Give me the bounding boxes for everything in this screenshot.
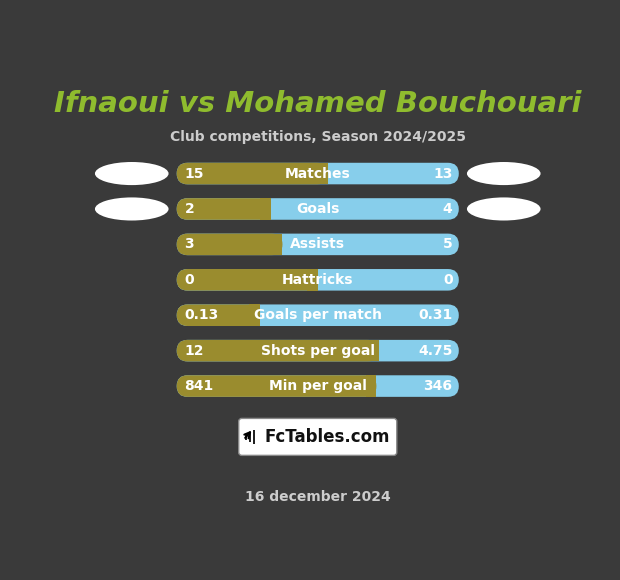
FancyBboxPatch shape	[177, 340, 459, 361]
FancyBboxPatch shape	[177, 304, 260, 326]
FancyBboxPatch shape	[177, 340, 379, 361]
Bar	[366, 375, 376, 397]
Ellipse shape	[467, 162, 541, 185]
Bar	[317, 163, 328, 184]
FancyBboxPatch shape	[177, 269, 459, 291]
Bar	[307, 269, 317, 291]
FancyBboxPatch shape	[177, 304, 459, 326]
FancyBboxPatch shape	[177, 198, 271, 220]
Bar	[249, 304, 260, 326]
Text: 16 december 2024: 16 december 2024	[245, 490, 391, 504]
FancyBboxPatch shape	[177, 375, 459, 397]
Text: 4: 4	[443, 202, 453, 216]
FancyBboxPatch shape	[177, 375, 376, 397]
Text: 13: 13	[433, 166, 453, 180]
Text: 0.31: 0.31	[418, 308, 453, 322]
Bar	[260, 198, 271, 220]
Text: 4.75: 4.75	[418, 343, 453, 358]
Text: Club competitions, Season 2024/2025: Club competitions, Season 2024/2025	[170, 130, 466, 144]
Bar	[272, 234, 283, 255]
Text: Ifnaoui vs Mohamed Bouchouari: Ifnaoui vs Mohamed Bouchouari	[54, 90, 582, 118]
Text: 5: 5	[443, 237, 453, 251]
Text: Shots per goal: Shots per goal	[261, 343, 374, 358]
Text: Assists: Assists	[290, 237, 345, 251]
FancyBboxPatch shape	[177, 198, 459, 220]
Text: Matches: Matches	[285, 166, 351, 180]
Text: 2: 2	[185, 202, 194, 216]
Text: 12: 12	[185, 343, 204, 358]
Text: 0.13: 0.13	[185, 308, 219, 322]
FancyBboxPatch shape	[177, 234, 459, 255]
Ellipse shape	[95, 197, 169, 220]
Text: Min per goal: Min per goal	[269, 379, 366, 393]
FancyBboxPatch shape	[239, 418, 397, 455]
Text: 0: 0	[185, 273, 194, 287]
Bar	[253, 430, 255, 444]
Text: Goals per match: Goals per match	[254, 308, 382, 322]
Bar	[245, 434, 247, 440]
Text: FcTables.com: FcTables.com	[264, 428, 390, 446]
Ellipse shape	[467, 197, 541, 220]
Bar	[249, 432, 251, 442]
FancyBboxPatch shape	[177, 163, 459, 184]
Ellipse shape	[95, 162, 169, 185]
Text: 841: 841	[185, 379, 214, 393]
Text: Hattricks: Hattricks	[282, 273, 353, 287]
FancyBboxPatch shape	[177, 269, 317, 291]
FancyBboxPatch shape	[177, 163, 328, 184]
Text: 3: 3	[185, 237, 194, 251]
Text: 15: 15	[185, 166, 204, 180]
Bar	[368, 340, 379, 361]
Text: Goals: Goals	[296, 202, 339, 216]
Text: 0: 0	[443, 273, 453, 287]
Text: 346: 346	[423, 379, 453, 393]
FancyBboxPatch shape	[177, 234, 283, 255]
